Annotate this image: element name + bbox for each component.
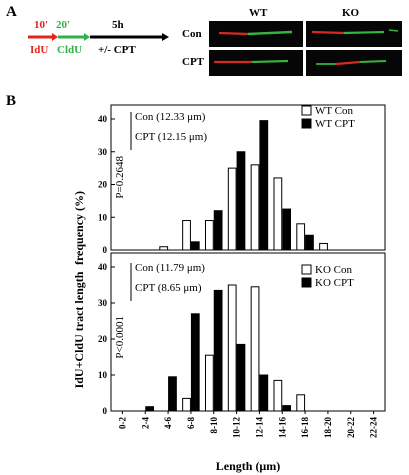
x-tick-label-20-22: 20-22 [346,417,356,438]
x-tick-label-22-24: 22-24 [369,417,379,438]
legend-swatch-wt-cpt [301,118,312,129]
plot-frame-wt [110,104,386,251]
x-tick-label-8-10: 8-10 [209,417,219,434]
fiber-image-wt-con [209,21,303,47]
p-value-wt: P=0.2648 [114,156,126,199]
bar-ko-con-6-8 [182,397,191,412]
bar-wt-cpt-14-16 [282,208,292,251]
bar-wt-con-16-18 [296,223,306,251]
bar-wt-con-14-16 [273,177,283,251]
bar-ko-con-8-10 [204,354,214,412]
x-tick-label-10-12: 10-12 [232,417,242,438]
bar-wt-cpt-8-10 [213,210,223,251]
y-tick-label-ko-40: 40 [98,262,108,272]
y-axis-label-tract-length: IdU+CldU tract length [72,271,86,388]
row-label-con: Con [182,28,202,40]
annotation-ko-1: CPT (8.65 μm) [135,282,202,294]
bar-wt-cpt-6-8 [190,241,200,251]
annotation-wt-1: CPT (12.15 μm) [135,131,207,143]
pulse2-time: 20' [56,19,70,31]
x-tick-label-6-8: 6-8 [186,417,196,429]
legend-swatch-ko-con [301,264,312,275]
bar-wt-con-8-10 [204,220,214,251]
chart-wt: 0 10 20 30 40 P=0.2648 Con (12.33 μm) CPT (12.1… [98,104,386,255]
cldu-arrow-head [84,33,90,41]
bar-ko-cpt-14-16 [282,405,292,412]
p-value-ko: P<0.0001 [114,316,126,359]
bar-ko-con-10-12 [227,284,237,412]
chase-time: 5h [112,19,124,31]
legend-label-wt-con: WT Con [315,105,353,117]
panel-a-letter: A [6,4,17,20]
y-tick-label-ko-20: 20 [98,334,108,344]
legend-swatch-ko-cpt [301,277,312,288]
bar-ko-cpt-12-14 [259,374,269,412]
x-tick-label-18-20: 18-20 [323,417,333,438]
legend-label-wt-cpt: WT CPT [315,118,355,130]
y-tick-label-wt-30: 30 [98,147,108,157]
bar-ko-cpt-10-12 [236,343,246,412]
x-tick-label-16-18: 16-18 [300,417,310,438]
y-tick-label-wt-0: 0 [103,245,108,255]
bar-wt-cpt-16-18 [305,234,314,251]
legend-label-ko-con: KO Con [315,264,352,276]
col-label-wt: WT [249,7,268,19]
bar-ko-cpt-4-6 [168,376,177,412]
fiber-image-wt-cpt [209,50,303,76]
bar-wt-con-18-20 [319,242,328,251]
y-tick-label-wt-20: 20 [98,180,108,190]
cldu-label: CldU [57,44,82,56]
idu-arrow-head [52,33,58,41]
x-tick-label-12-14: 12-14 [254,417,264,438]
labeling-scheme: 10' 20' 5h IdU CldU +/- CPT [28,19,169,56]
bar-ko-con-14-16 [273,379,283,412]
bar-wt-con-12-14 [250,164,260,251]
bar-wt-cpt-12-14 [259,120,269,251]
bar-ko-cpt-2-4 [145,406,155,412]
bar-ko-con-16-18 [296,394,306,412]
x-tick-label-2-4: 2-4 [140,417,150,429]
pulse1-time: 10' [34,19,48,31]
y-axis-label-frequency: frequency (%) [72,191,86,265]
bar-ko-cpt-8-10 [213,289,223,412]
legend-label-ko-cpt: KO CPT [315,277,354,289]
annotation-ko-0: Con (11.79 μm) [135,262,205,274]
annotation-wt-0: Con (12.33 μm) [135,111,206,123]
fiber-image-ko-cpt [306,50,402,76]
y-tick-label-ko-0: 0 [103,406,108,416]
bar-wt-con-4-6 [159,246,169,251]
chase-arrow-head [162,33,169,41]
panel-b-letter: B [6,93,16,109]
y-tick-label-ko-30: 30 [98,298,108,308]
y-tick-label-ko-10: 10 [98,370,108,380]
chart-ko: 0 10 20 30 40 0-2 2-4 4-6 6-8 8-10 10-12 12-14 14-16… [98,252,386,438]
legend-swatch-wt-con [301,105,312,116]
bar-wt-con-6-8 [182,220,191,251]
bar-ko-con-12-14 [250,286,260,412]
x-axis-label: Length (μm) [216,459,280,473]
bar-wt-con-10-12 [227,167,237,251]
bar-ko-cpt-6-8 [190,313,200,412]
x-tick-label-4-6: 4-6 [163,417,173,429]
x-tick-label-0-2: 0-2 [117,417,127,429]
y-tick-label-wt-10: 10 [98,212,108,222]
fiber-image-ko-con [306,21,402,47]
row-label-cpt: CPT [182,56,205,68]
y-tick-label-wt-40: 40 [98,114,108,124]
bar-wt-cpt-10-12 [236,151,246,251]
plot-frame-ko [110,252,386,412]
chase-label: +/- CPT [98,44,136,56]
idu-label: IdU [30,44,48,56]
col-label-ko: KO [342,7,360,19]
x-tick-label-14-16: 14-16 [277,417,287,438]
